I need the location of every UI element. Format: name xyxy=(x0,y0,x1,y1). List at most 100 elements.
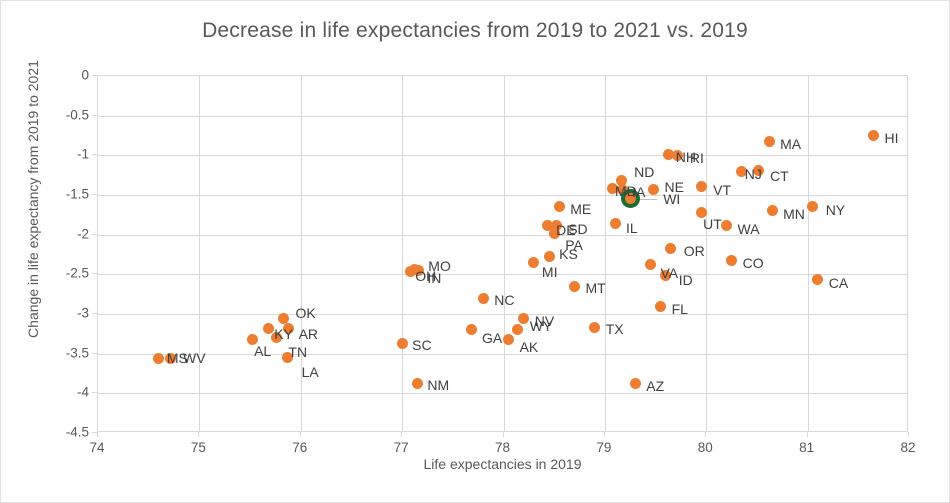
y-axis-tick-label: 0 xyxy=(81,67,89,83)
y-tick-mark xyxy=(92,233,97,235)
data-point-label: OK xyxy=(295,304,316,321)
y-tick-mark xyxy=(92,392,97,394)
data-point[interactable] xyxy=(726,255,738,267)
data-point-label: KY xyxy=(274,326,293,343)
data-point-label: NV xyxy=(534,312,555,329)
y-axis-tick-label: -4.5 xyxy=(65,424,89,440)
data-point[interactable] xyxy=(543,251,555,263)
gridline-vertical xyxy=(706,76,708,431)
data-point[interactable] xyxy=(550,219,562,231)
data-point-label: OR xyxy=(683,242,705,259)
data-point[interactable] xyxy=(629,378,641,390)
data-point-label: MO xyxy=(428,257,451,274)
data-point-label: AK xyxy=(519,339,539,356)
data-point[interactable] xyxy=(477,292,489,304)
data-point-label: NM xyxy=(427,377,450,394)
gridline-vertical xyxy=(807,76,809,431)
y-tick-mark xyxy=(92,432,97,433)
data-point-label: HI xyxy=(884,129,899,146)
data-point[interactable] xyxy=(868,130,880,141)
data-point[interactable] xyxy=(663,149,675,161)
data-point-label: NJ xyxy=(744,165,762,182)
data-point-label: TN xyxy=(288,343,308,360)
data-point-label: TX xyxy=(605,321,624,338)
data-point[interactable] xyxy=(753,164,765,176)
x-axis-tick-label: 79 xyxy=(596,440,612,455)
data-point[interactable] xyxy=(165,352,177,364)
data-point-label: DE xyxy=(556,221,576,238)
data-point[interactable] xyxy=(411,377,423,389)
y-tick-mark xyxy=(92,273,97,275)
data-point[interactable] xyxy=(465,324,477,336)
data-point[interactable] xyxy=(660,270,672,282)
data-point[interactable] xyxy=(644,259,656,271)
data-point[interactable] xyxy=(766,205,778,217)
data-point[interactable] xyxy=(270,332,282,344)
y-tick-mark xyxy=(92,75,97,76)
gridline-horizontal xyxy=(98,115,907,117)
gridline-vertical xyxy=(300,76,302,431)
data-point[interactable] xyxy=(616,183,628,195)
data-point[interactable] xyxy=(736,166,748,178)
data-point-label: VT xyxy=(713,182,732,199)
gridline-vertical xyxy=(199,76,201,431)
data-point-label: NY xyxy=(825,201,846,218)
data-point-label: SC xyxy=(412,337,432,354)
data-point[interactable] xyxy=(609,218,621,230)
data-point-label: MI xyxy=(541,264,558,281)
data-point[interactable] xyxy=(262,322,274,334)
data-point[interactable] xyxy=(512,324,524,336)
data-point-label: VA xyxy=(660,264,679,281)
data-point-label: NH xyxy=(675,148,696,165)
data-point[interactable] xyxy=(589,321,601,333)
data-point[interactable] xyxy=(278,313,290,325)
data-point[interactable] xyxy=(518,313,530,325)
x-tick-mark xyxy=(97,432,98,437)
data-point-highlighted[interactable] xyxy=(624,193,636,205)
data-point-label: IN xyxy=(427,270,442,287)
data-point[interactable] xyxy=(548,227,560,239)
data-point[interactable] xyxy=(408,264,420,276)
data-point-label: IL xyxy=(626,219,638,236)
data-point[interactable] xyxy=(553,201,565,213)
data-point[interactable] xyxy=(282,352,294,364)
data-point[interactable] xyxy=(153,352,165,364)
data-point[interactable] xyxy=(568,280,580,292)
y-axis-tick-label: -2.5 xyxy=(65,265,89,281)
data-point[interactable] xyxy=(607,183,619,195)
gridline-horizontal xyxy=(98,393,907,395)
x-axis-tick-label: 81 xyxy=(799,440,815,455)
x-axis-tick-label: 80 xyxy=(697,440,713,455)
y-axis-tick-label: -3.5 xyxy=(65,345,89,361)
gridline-horizontal xyxy=(98,234,907,236)
data-point[interactable] xyxy=(541,220,553,232)
x-axis-title: Life expectancies in 2019 xyxy=(423,456,582,472)
data-point-label: CA xyxy=(828,274,849,291)
data-point[interactable] xyxy=(763,136,775,148)
y-tick-mark xyxy=(92,313,97,314)
y-tick-mark xyxy=(92,352,97,354)
data-point-label: MA xyxy=(780,135,802,152)
data-point[interactable] xyxy=(695,206,707,218)
y-tick-mark xyxy=(92,114,97,116)
data-point-label: RI xyxy=(689,150,704,167)
data-point[interactable] xyxy=(503,333,515,345)
data-point[interactable] xyxy=(695,180,707,192)
data-point[interactable] xyxy=(721,219,733,231)
label-leader-line xyxy=(639,198,658,200)
data-point[interactable] xyxy=(528,256,540,268)
data-point[interactable] xyxy=(655,300,667,312)
data-point[interactable] xyxy=(812,274,824,286)
data-point-label: LA xyxy=(301,363,319,380)
data-point[interactable] xyxy=(665,243,677,255)
data-point[interactable] xyxy=(672,149,684,161)
y-axis-tick-label: -3 xyxy=(76,305,89,321)
data-point[interactable] xyxy=(807,201,819,213)
data-point[interactable] xyxy=(396,337,408,349)
data-point[interactable] xyxy=(246,333,258,345)
data-point[interactable] xyxy=(615,175,627,187)
data-point[interactable] xyxy=(283,322,295,334)
data-point[interactable] xyxy=(648,183,660,195)
data-point-label: SD xyxy=(568,221,588,238)
